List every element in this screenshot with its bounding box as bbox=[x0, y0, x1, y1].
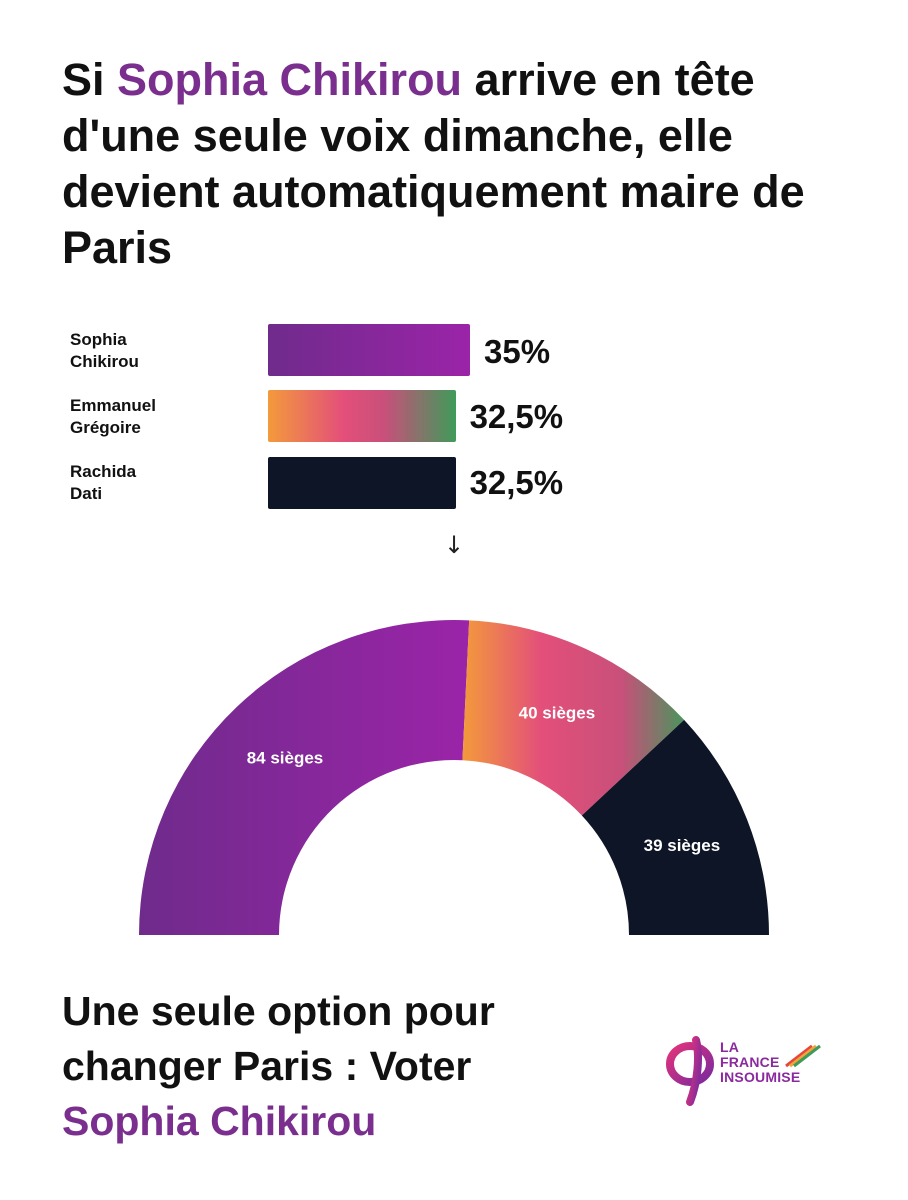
hemicycle-segment-dati bbox=[581, 719, 769, 935]
logo-line: INSOUMISE bbox=[720, 1069, 801, 1085]
seat-label-chikirou: 84 sièges bbox=[247, 749, 324, 768]
bar-label-gregoire: Emmanuel Grégoire bbox=[70, 395, 250, 439]
bar-label-line: Dati bbox=[70, 484, 103, 503]
bar-label-dati: Rachida Dati bbox=[70, 461, 250, 505]
bar-value-gregoire: 32,5% bbox=[469, 398, 564, 435]
seat-label-dati: 39 sièges bbox=[644, 836, 721, 855]
logo-stripes-icon bbox=[785, 1044, 821, 1068]
headline-prefix: Si bbox=[62, 54, 118, 105]
bar-dati bbox=[268, 457, 456, 509]
down-arrow-icon: ↓ bbox=[444, 531, 465, 559]
bar-label-line: Sophia bbox=[70, 330, 127, 349]
hemicycle-segment-chikirou bbox=[139, 620, 470, 935]
bar-value-chikirou: 35% bbox=[484, 333, 551, 370]
footer-highlight-name: Sophia Chikirou bbox=[62, 1098, 377, 1144]
bar-label-line: Grégoire bbox=[70, 418, 141, 437]
logo-line: FRANCE bbox=[720, 1054, 780, 1070]
bar-value-dati: 32,5% bbox=[469, 464, 564, 501]
bar-label-line: Emmanuel bbox=[70, 396, 156, 415]
footer-text: Une seule option pour changer Paris : Vo… bbox=[62, 988, 495, 1089]
bar-label-line: Rachida bbox=[70, 462, 137, 481]
bar-label-line: Chikirou bbox=[70, 352, 139, 371]
headline: Si Sophia Chikirou arrive en tête d'une … bbox=[62, 52, 862, 276]
phi-logo-icon bbox=[666, 1036, 714, 1106]
headline-suffix: arrive en tête d'une seule voix dimanche… bbox=[62, 54, 805, 273]
footer-message: Une seule option pour changer Paris : Vo… bbox=[62, 984, 642, 1149]
la-france-insoumise-logo: LA FRANCE INSOUMISE bbox=[660, 1026, 830, 1106]
seat-label-gregoire: 40 sièges bbox=[519, 704, 596, 723]
hemicycle-segment-gregoire bbox=[462, 620, 685, 816]
headline-highlight-name: Sophia Chikirou bbox=[117, 54, 463, 105]
logo-wordmark: LA FRANCE INSOUMISE bbox=[720, 1040, 800, 1085]
bar-label-chikirou: Sophia Chikirou bbox=[70, 329, 250, 373]
logo-line: LA bbox=[720, 1039, 740, 1055]
seat-hemicycle-chart: 84 sièges 40 sièges 39 sièges bbox=[139, 620, 769, 935]
bar-gregoire bbox=[268, 390, 456, 442]
bar-chikirou bbox=[268, 324, 470, 376]
